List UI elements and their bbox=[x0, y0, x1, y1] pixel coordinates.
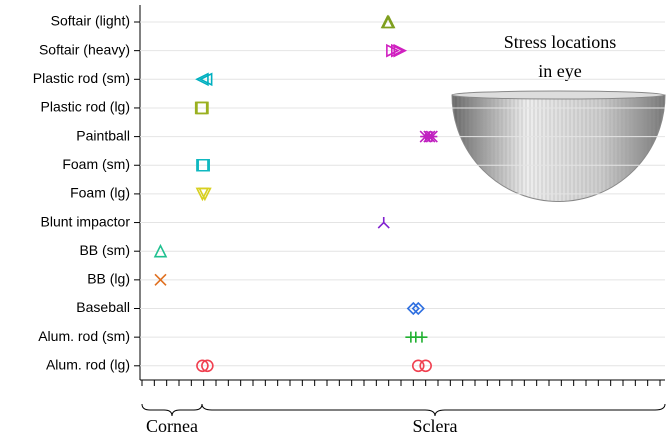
y-tick-label: Alum. rod (lg) bbox=[46, 357, 130, 373]
y-tick-label: Foam (sm) bbox=[62, 156, 130, 172]
annotation: Sclera bbox=[413, 416, 458, 436]
annotation: Cornea bbox=[146, 416, 198, 436]
marker bbox=[416, 332, 427, 343]
chart: Stress locations in eye Cornea Sclera So… bbox=[0, 0, 668, 441]
y-tick-label: Softair (heavy) bbox=[39, 41, 130, 57]
y-tick-label: Softair (light) bbox=[51, 13, 130, 29]
inset-text: in eye bbox=[538, 61, 581, 81]
y-tick-label: Alum. rod (sm) bbox=[38, 328, 130, 344]
y-tick-label: BB (sm) bbox=[79, 242, 130, 258]
y-tick-label: Plastic rod (lg) bbox=[41, 99, 130, 115]
marker bbox=[426, 131, 437, 142]
y-tick-label: Plastic rod (sm) bbox=[33, 70, 130, 86]
y-tick-label: Blunt impactor bbox=[41, 213, 131, 229]
y-tick-label: Baseball bbox=[76, 299, 130, 315]
y-tick-label: Foam (lg) bbox=[70, 185, 130, 201]
y-tick-label: BB (lg) bbox=[87, 271, 130, 287]
bracket bbox=[142, 404, 202, 416]
y-tick-label: Paintball bbox=[76, 127, 130, 143]
inset-text: Stress locations bbox=[504, 32, 617, 52]
bracket bbox=[202, 404, 665, 416]
